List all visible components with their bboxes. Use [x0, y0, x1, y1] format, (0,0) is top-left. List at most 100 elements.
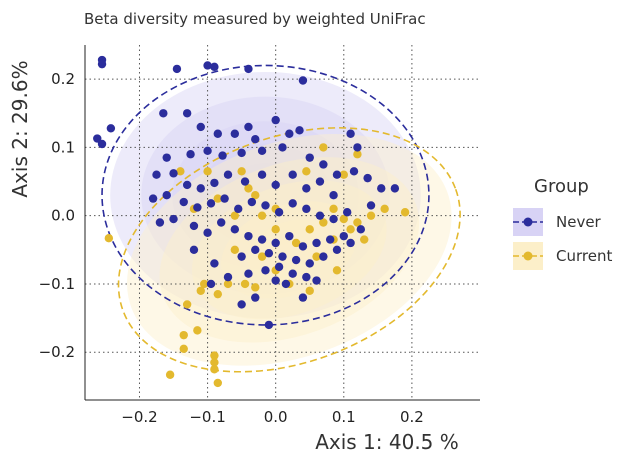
point-never — [295, 126, 304, 135]
point-current — [179, 330, 188, 340]
point-never — [302, 184, 311, 193]
point-never — [271, 180, 280, 190]
point-current — [230, 211, 240, 220]
legend-label-current: Current — [556, 247, 612, 265]
y-tick-label: −0.1 — [39, 275, 75, 293]
point-never — [159, 109, 168, 118]
point-current — [165, 370, 175, 379]
point-never — [349, 167, 359, 176]
density-contour-0-1 — [141, 96, 390, 294]
point-current — [193, 326, 202, 335]
density-layer — [110, 71, 452, 366]
y-tick-label: −0.2 — [39, 343, 75, 361]
point-never — [319, 160, 328, 169]
legend: Group Never Current — [513, 176, 612, 270]
point-never — [257, 170, 267, 179]
point-never — [182, 109, 192, 118]
point-current — [353, 218, 362, 227]
point-never — [332, 170, 342, 179]
point-current — [329, 204, 338, 214]
point-current — [237, 167, 246, 176]
y-tick-label: 0.2 — [51, 70, 75, 88]
legend-marker-never — [523, 217, 533, 227]
point-never — [278, 143, 287, 152]
legend-label-never: Never — [556, 213, 602, 231]
x-tick-label: 0.0 — [264, 408, 288, 426]
chart-title: Beta diversity measured by weighted UniF… — [84, 10, 426, 28]
point-never — [264, 249, 274, 258]
point-current — [319, 218, 328, 227]
point-current — [251, 283, 260, 292]
point-never — [281, 279, 291, 289]
point-never — [213, 129, 223, 138]
point-never — [206, 199, 216, 208]
point-current — [203, 167, 212, 176]
point-current — [213, 289, 223, 299]
point-never — [210, 62, 219, 72]
point-current — [305, 286, 314, 295]
point-current — [400, 208, 410, 217]
point-never — [251, 135, 260, 144]
point-never — [257, 235, 267, 244]
point-current — [271, 225, 280, 234]
point-never — [390, 184, 400, 193]
point-current — [305, 225, 314, 234]
point-never — [172, 64, 182, 74]
point-current — [196, 286, 205, 295]
point-current — [346, 225, 355, 234]
point-never — [234, 204, 243, 214]
point-never — [305, 259, 314, 268]
point-never — [251, 245, 260, 255]
point-never — [148, 194, 158, 203]
point-never — [312, 276, 321, 285]
point-never — [319, 252, 328, 261]
point-never — [285, 129, 294, 138]
point-current — [213, 378, 223, 388]
point-never — [298, 242, 308, 251]
point-never — [288, 199, 297, 208]
point-never — [274, 208, 284, 217]
point-never — [230, 129, 240, 138]
point-never — [203, 61, 212, 70]
point-current — [366, 211, 376, 220]
point-never — [298, 76, 308, 85]
point-current — [230, 245, 240, 255]
point-never — [261, 201, 270, 210]
point-current — [210, 365, 219, 374]
point-never — [329, 214, 338, 224]
point-never — [223, 272, 233, 282]
point-current — [210, 351, 219, 360]
point-never — [302, 204, 311, 214]
point-never — [285, 231, 294, 241]
density-contour-0-0 — [110, 71, 421, 319]
point-current — [319, 143, 328, 152]
point-never — [271, 276, 280, 285]
point-never — [193, 203, 202, 212]
point-current — [291, 238, 301, 248]
point-never — [377, 184, 386, 193]
point-never — [93, 134, 102, 143]
point-never — [189, 221, 199, 231]
point-never — [261, 266, 270, 275]
point-never — [203, 146, 212, 156]
point-never — [230, 225, 240, 234]
point-never — [210, 259, 219, 268]
grid-layer — [85, 45, 480, 400]
point-never — [237, 252, 246, 261]
density-contour-1-2 — [191, 180, 387, 320]
point-never — [244, 231, 253, 241]
point-never — [264, 320, 274, 330]
point-never — [162, 153, 171, 162]
point-never — [237, 148, 246, 158]
point-never — [257, 146, 267, 156]
point-never — [288, 269, 297, 278]
point-current — [302, 167, 311, 176]
point-never — [179, 197, 188, 207]
point-never — [342, 208, 352, 217]
point-never — [366, 201, 376, 210]
point-never — [288, 170, 297, 179]
point-never — [220, 194, 229, 203]
point-never — [186, 150, 195, 159]
point-never — [196, 122, 205, 132]
